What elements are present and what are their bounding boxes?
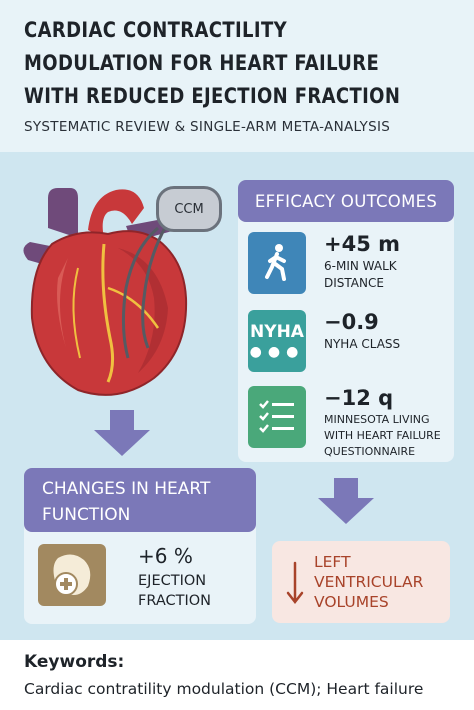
- changes-heading: CHANGES IN HEART FUNCTION: [24, 468, 256, 532]
- keywords-section: Keywords: Cardiac contratility modulatio…: [0, 640, 474, 710]
- checklist-icon: [248, 386, 306, 448]
- page-subtitle: SYSTEMATIC REVIEW & SINGLE-ARM META-ANAL…: [24, 119, 391, 135]
- arrow-down-icon: [286, 561, 304, 605]
- walk-distance-value: +45 m: [324, 232, 401, 256]
- heart-illustration: [8, 168, 238, 408]
- mlhfq-value: −12 q: [324, 386, 394, 410]
- lv-volumes-label: LEFT VENTRICULAR VOLUMES: [314, 553, 424, 611]
- nyha-value: −0.9: [324, 310, 379, 334]
- ccm-device: CCM: [156, 186, 222, 232]
- ejection-fraction-label: EJECTION FRACTION: [138, 573, 212, 609]
- ccm-device-label: CCM: [174, 201, 204, 217]
- heart-plus-icon: [38, 544, 106, 606]
- nyha-icon: NYHA ●●●: [248, 310, 306, 372]
- keywords-title: Keywords:: [24, 652, 125, 672]
- walking-person-icon: [248, 232, 306, 294]
- ejection-fraction-value: +6 %: [138, 544, 193, 568]
- page-title: CARDIAC CONTRACTILITY MODULATION FOR HEA…: [24, 18, 401, 109]
- efficacy-panel: EFFICACY OUTCOMES +45 m 6-MIN WALK DISTA…: [238, 180, 454, 462]
- header: CARDIAC CONTRACTILITY MODULATION FOR HEA…: [0, 0, 474, 152]
- walk-distance-label: 6-MIN WALK DISTANCE: [324, 259, 397, 290]
- keywords-text: Cardiac contratility modulation (CCM); H…: [24, 680, 424, 698]
- arrow-down-icon: [318, 478, 374, 528]
- mlhfq-label: MINNESOTA LIVING WITH HEART FAILURE QUES…: [324, 413, 441, 458]
- efficacy-heading: EFFICACY OUTCOMES: [238, 180, 454, 222]
- changes-panel: CHANGES IN HEART FUNCTION +6 % EJECTION …: [24, 468, 256, 624]
- nyha-label: NYHA CLASS: [324, 337, 401, 351]
- lv-volumes-panel: LEFT VENTRICULAR VOLUMES: [272, 541, 450, 623]
- arrow-down-icon: [94, 410, 150, 460]
